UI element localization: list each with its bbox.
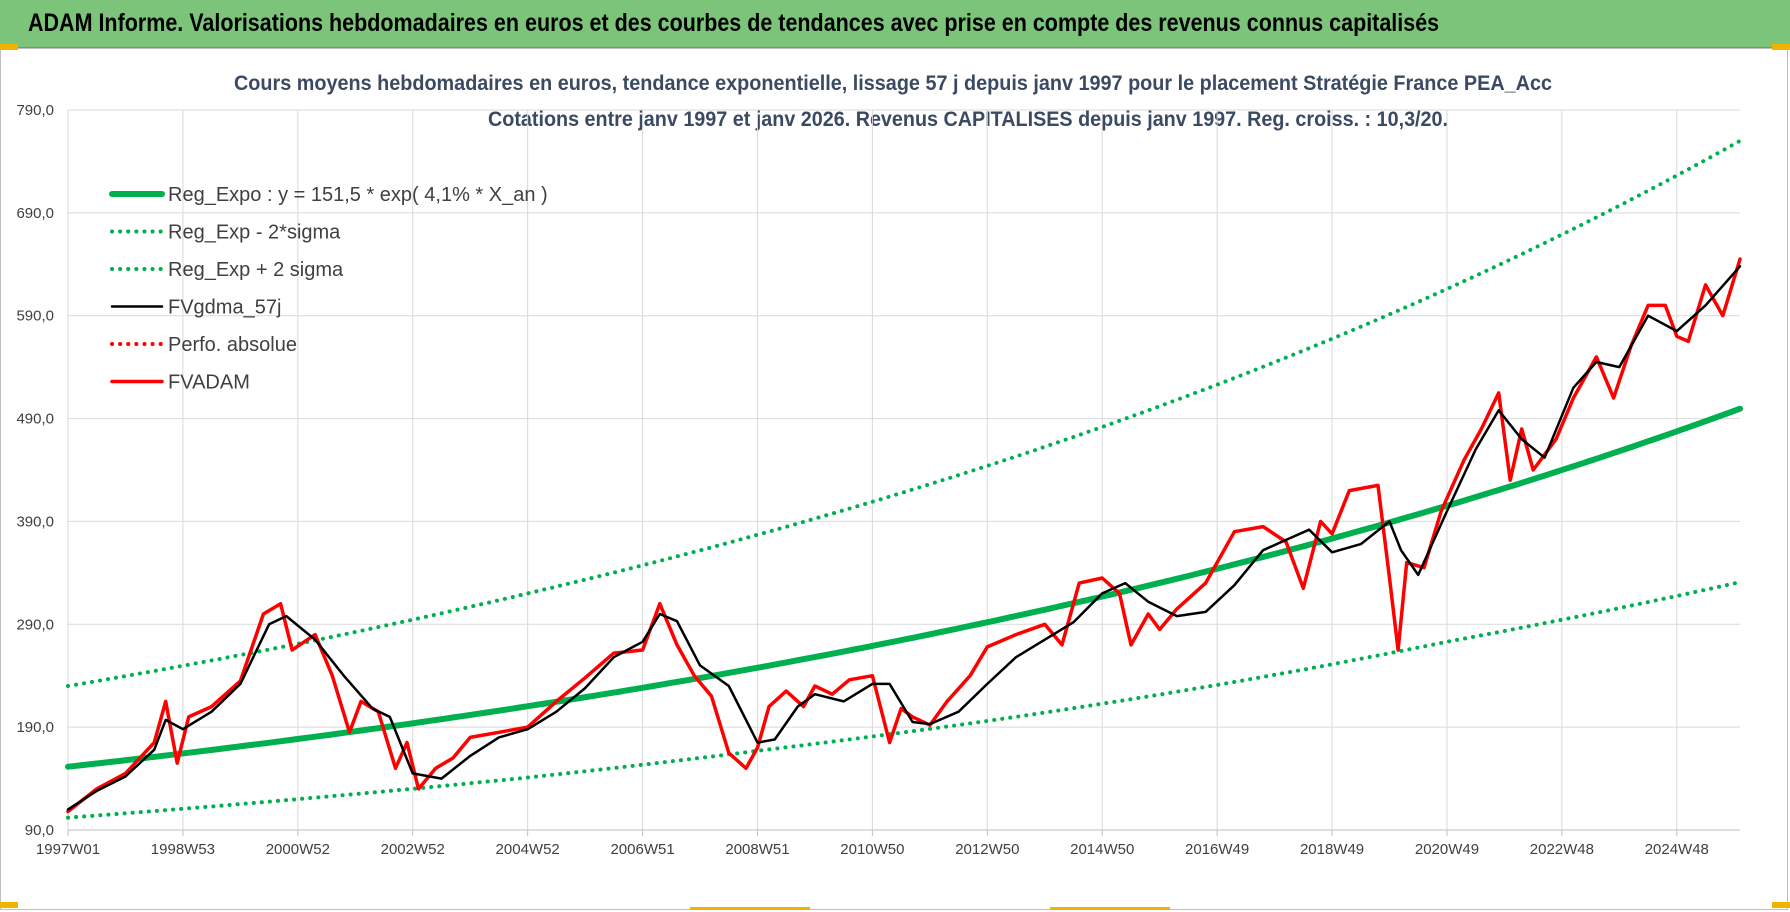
x-tick-label: 2022W48: [1530, 841, 1594, 858]
corner-mark: [1050, 907, 1170, 910]
series-line-3: [66, 265, 1742, 811]
x-tick-label: 1997W01: [36, 841, 100, 858]
y-tick-label: 390,0: [16, 513, 54, 530]
x-tick-label: 2012W50: [955, 841, 1019, 858]
y-axis: 790,0 690,0 590,0 490,0 390,0 290,0 190,0 90,0: [16, 102, 54, 839]
x-tick-label: 2010W50: [840, 841, 904, 858]
x-tick-label: 2006W51: [610, 841, 674, 858]
chart-title-line-2: Cotations entre janv 1997 et janv 2026. …: [488, 108, 1448, 131]
corner-mark: [0, 44, 18, 50]
x-tick-label: 2014W50: [1070, 841, 1134, 858]
x-tick-label: 2018W49: [1300, 841, 1364, 858]
y-tick-label: 90,0: [25, 822, 54, 839]
header-banner: ADAM Informe. Valorisations hebdomadaire…: [0, 0, 1790, 48]
grid: [67, 109, 1740, 831]
corner-mark: [690, 907, 810, 910]
y-tick-label: 290,0: [16, 616, 54, 633]
x-axis: 1997W01 1998W53 2000W52 2002W52 2004W52 2006W…: [36, 829, 1740, 858]
series-line-0: [65, 405, 1743, 770]
banner-title: ADAM Informe. Valorisations hebdomadaire…: [28, 9, 1440, 37]
x-tick-label: 2000W52: [266, 841, 330, 858]
x-tick-label: 2008W51: [725, 841, 789, 858]
series-line-5: [66, 257, 1742, 814]
y-tick-label: 790,0: [16, 102, 54, 119]
series-line-1: [66, 580, 1742, 820]
legend-label: Reg_Exp - 2*sigma: [168, 222, 341, 244]
y-tick-label: 490,0: [16, 411, 54, 428]
chart-title-line-1: Cours moyens hebdomadaires en euros, ten…: [234, 72, 1552, 95]
legend-label: Reg_Expo : y = 151,5 * exp( 4,1% * X_an …: [168, 184, 548, 206]
legend-label: FVADAM: [168, 372, 250, 394]
corner-mark: [1772, 44, 1790, 50]
legend-label: Perfo. absolue: [168, 334, 297, 356]
corner-mark: [1772, 902, 1790, 908]
series-group: [65, 138, 1743, 820]
y-tick-label: 190,0: [16, 719, 54, 736]
legend: Reg_Expo : y = 151,5 * exp( 4,1% * X_an …: [109, 184, 548, 394]
x-tick-label: 2016W49: [1185, 841, 1249, 858]
x-tick-label: 2024W48: [1645, 841, 1709, 858]
chart-frame: [0, 48, 1788, 910]
x-tick-label: 2020W49: [1415, 841, 1479, 858]
x-tick-label: 2002W52: [381, 841, 445, 858]
y-tick-label: 590,0: [16, 308, 54, 325]
legend-label: Reg_Exp + 2 sigma: [168, 259, 344, 281]
x-tick-label: 1998W53: [151, 841, 215, 858]
line-chart: Cours moyens hebdomadaires en euros, ten…: [16, 72, 1743, 858]
y-tick-label: 690,0: [16, 205, 54, 222]
corner-mark: [0, 902, 18, 908]
x-tick-label: 2004W52: [496, 841, 560, 858]
series-line-2: [66, 138, 1742, 688]
legend-label: FVgdma_57j: [168, 297, 281, 319]
